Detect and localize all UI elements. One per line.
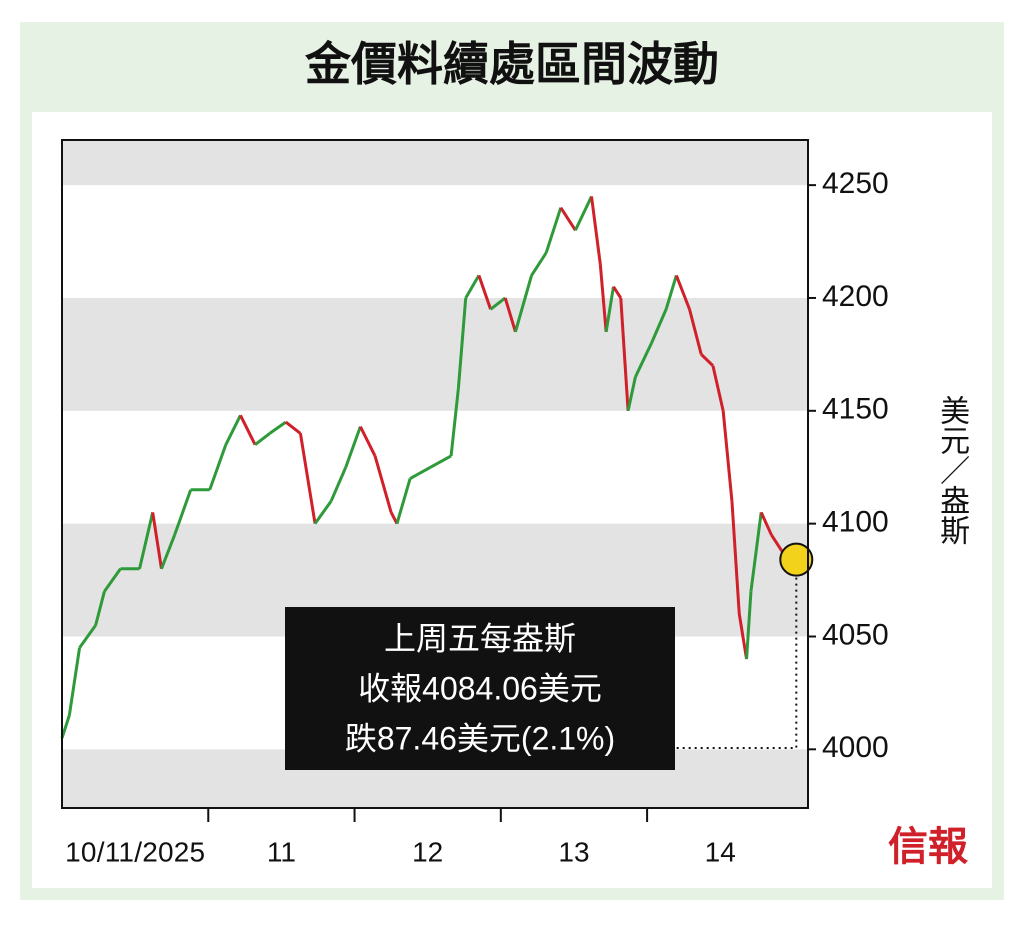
price-segment	[598, 263, 608, 332]
price-segment	[173, 489, 193, 536]
price-segment	[634, 342, 653, 378]
y-tick-label: 4200	[822, 280, 889, 313]
price-segment	[489, 296, 507, 311]
price-segment	[313, 500, 333, 525]
price-segment	[664, 274, 678, 310]
annotation-box	[285, 607, 675, 770]
price-segment	[373, 455, 393, 513]
x-tick-label: 10/11/2025	[65, 836, 205, 867]
price-segment	[759, 511, 773, 536]
price-segment	[329, 466, 348, 502]
price-segment	[60, 715, 71, 739]
price-segment	[590, 196, 602, 265]
last-point-marker	[779, 542, 814, 577]
price-segment	[208, 444, 228, 491]
price-segment	[477, 274, 493, 310]
price-segment	[574, 195, 593, 231]
x-tick-label: 13	[558, 836, 589, 867]
price-segment	[67, 647, 82, 716]
price-segment	[700, 353, 714, 367]
y-tick-label: 4000	[822, 731, 889, 764]
price-segment	[94, 590, 106, 626]
y-axis-label: 美元／盎斯	[935, 395, 969, 545]
price-segment	[464, 274, 481, 299]
price-segment	[559, 206, 577, 232]
price-segment	[770, 534, 783, 552]
price-segment	[429, 454, 452, 469]
price-segment	[749, 512, 763, 592]
y-tick-label: 4150	[822, 393, 889, 426]
price-segment	[103, 567, 122, 593]
price-segment	[151, 512, 163, 570]
band	[62, 297, 808, 411]
x-tick-label: 12	[412, 836, 443, 867]
price-segment	[268, 420, 287, 435]
price-segment	[395, 478, 412, 525]
price-segment	[711, 365, 725, 412]
price-segment	[544, 207, 563, 254]
price-segment	[239, 414, 257, 446]
price-segment	[78, 624, 97, 649]
price-segment	[737, 613, 749, 660]
price-segment	[449, 388, 460, 457]
price-segment	[254, 432, 271, 446]
price-segment	[344, 426, 362, 468]
x-tick-label: 11	[267, 836, 296, 867]
price-segment	[730, 500, 741, 615]
logo: 信報	[888, 823, 968, 870]
price-segment	[619, 297, 630, 411]
price-segment	[721, 410, 734, 502]
plot-border	[61, 139, 809, 809]
price-segment	[503, 297, 517, 333]
y-tick-label: 4250	[822, 167, 889, 200]
annotation-text: 收報4084.06美元	[358, 670, 602, 706]
price-segment	[456, 297, 468, 389]
price-segment	[612, 285, 623, 299]
band	[62, 140, 808, 186]
x-tick-label: 14	[705, 836, 736, 867]
price-segment	[514, 274, 533, 333]
price-segment	[745, 591, 753, 660]
annotation-text: 跌87.46美元(2.1%)	[345, 720, 615, 756]
chart-title: 金價料續處區間波動	[304, 38, 719, 90]
price-segment	[409, 465, 432, 480]
price-segment	[650, 308, 668, 344]
price-segment	[359, 425, 377, 457]
price-segment	[284, 420, 302, 435]
annotation-text: 上周五每盎斯	[384, 620, 576, 656]
price-segment	[688, 308, 703, 355]
y-tick-label: 4100	[822, 506, 889, 539]
price-segment	[530, 252, 548, 277]
price-segment	[138, 512, 155, 570]
price-segment	[626, 376, 637, 412]
price-segment	[298, 433, 317, 524]
price-segment	[160, 534, 177, 570]
y-tick-label: 4050	[822, 618, 889, 651]
price-segment	[674, 274, 691, 310]
price-segment	[604, 286, 615, 333]
price-segment	[224, 414, 242, 446]
